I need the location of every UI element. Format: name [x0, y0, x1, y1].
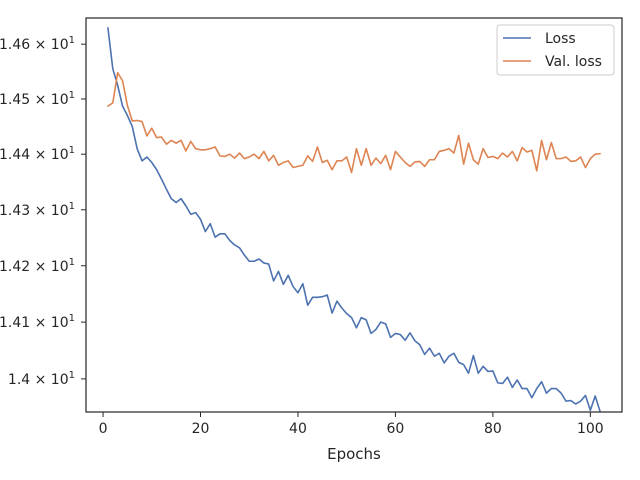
y-tick-mantissa: 1.46: [0, 37, 35, 53]
x-tick-label: 80: [484, 421, 502, 437]
y-tick-base: × 10: [35, 372, 69, 388]
y-tick-label: 1.42 × 101: [0, 257, 75, 275]
y-tick-mantissa: 1.44: [0, 147, 35, 163]
y-tick-exponent: 1: [69, 145, 75, 156]
series-line-loss: [107, 27, 601, 413]
y-tick-exponent: 1: [69, 201, 75, 212]
legend: Loss Val. loss: [496, 24, 615, 76]
y-tick-base: × 10: [35, 315, 69, 331]
plot-frame: [85, 17, 623, 413]
y-tick-exponent: 1: [69, 35, 75, 46]
y-tick-mantissa: 1.4: [8, 372, 35, 388]
y-tick-label: 1.43 × 101: [0, 201, 75, 219]
y-tick-label: 1.46 × 101: [0, 35, 75, 53]
y-tick-base: × 10: [35, 203, 69, 219]
x-axis-label: Epochs: [327, 445, 381, 463]
y-tick-base: × 10: [35, 147, 69, 163]
y-tick-exponent: 1: [69, 257, 75, 268]
y-tick-label: 1.4 × 101: [8, 370, 75, 388]
y-tick-base: × 10: [35, 92, 69, 108]
y-tick-label: 1.41 × 101: [0, 313, 75, 331]
y-tick-base: × 10: [35, 37, 69, 53]
plot-background: [86, 18, 622, 412]
x-tick-label: 0: [99, 421, 108, 437]
legend-label-val-loss: Val. loss: [545, 54, 602, 70]
legend-label-loss: Loss: [545, 31, 576, 47]
x-tick-label: 60: [387, 421, 405, 437]
y-tick-mantissa: 1.41: [0, 315, 35, 331]
x-tick-label: 100: [577, 421, 604, 437]
series-layer: [107, 27, 601, 413]
y-tick-label: 1.45 × 101: [0, 90, 75, 108]
series-line-val-loss: [107, 71, 601, 174]
x-tick-label: 20: [192, 421, 210, 437]
y-tick-base: × 10: [35, 259, 69, 275]
y-tick-mantissa: 1.43: [0, 203, 35, 219]
y-tick-exponent: 1: [69, 313, 75, 324]
y-tick-mantissa: 1.42: [0, 259, 35, 275]
y-tick-exponent: 1: [69, 370, 75, 381]
y-tick-exponent: 1: [69, 90, 75, 101]
y-tick-mantissa: 1.45: [0, 92, 35, 108]
y-tick-label: 1.44 × 101: [0, 145, 75, 163]
x-tick-label: 40: [289, 421, 307, 437]
x-axis: 0 20 40 60 80 100: [99, 412, 604, 437]
